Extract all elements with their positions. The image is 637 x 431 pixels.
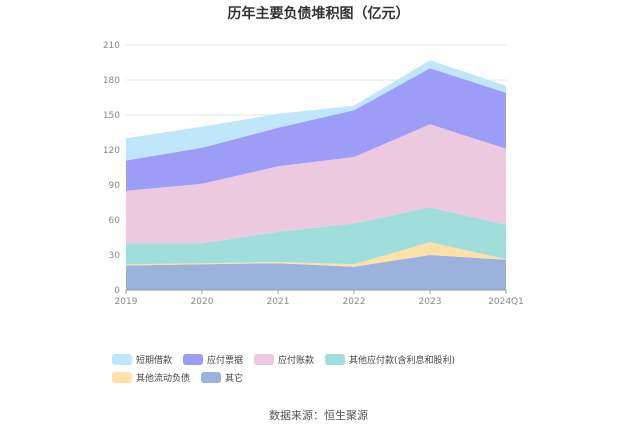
y-tick-label: 30	[109, 251, 121, 261]
legend-item[interactable]: 其他应付款(含利息和股利)	[325, 352, 455, 366]
area-series-应付账款	[126, 124, 506, 244]
x-tick-label: 2023	[419, 297, 442, 307]
y-tick-label: 120	[103, 146, 120, 156]
legend-label: 应付账款	[278, 355, 315, 366]
area-series-其他流动负债	[126, 242, 506, 267]
source-note: 数据来源：恒生聚源	[269, 409, 368, 422]
legend-swatch	[112, 371, 132, 383]
legend-item[interactable]: 应付票据	[183, 352, 243, 366]
legend-swatch	[325, 353, 346, 365]
area-series-其他应付款(含利息和股利)	[126, 207, 506, 265]
x-tick-label: 2021	[267, 297, 290, 307]
x-tick-label: 2022	[343, 297, 366, 307]
area-series-短期借款	[126, 60, 506, 161]
legend-item[interactable]: 短期借款	[112, 352, 172, 366]
y-tick-label: 60	[109, 216, 121, 226]
axes: 0 30 60 90 120 150 180 210 2019 2020 2021 2022 2023 2…	[103, 41, 524, 307]
legend-item[interactable]: 其他流动负债	[112, 370, 190, 384]
legend-label: 其他流动负债	[136, 373, 191, 384]
area-series	[126, 60, 506, 290]
legend-swatch	[201, 371, 222, 383]
x-tick-label: 2020	[191, 297, 214, 307]
x-tick-label: 2024Q1	[488, 297, 524, 307]
legend-label: 应付票据	[207, 355, 244, 366]
legend-label: 短期借款	[136, 355, 173, 366]
y-tick-label: 210	[103, 41, 120, 51]
legend-swatch	[254, 353, 275, 365]
legend: 短期借款 应付票据 应付账款 其他应付款(含利息和股利) 其他流动负债 其它	[112, 352, 552, 384]
y-tick-label: 180	[103, 76, 120, 86]
legend-item[interactable]: 其它	[201, 370, 243, 384]
y-tick-label: 0	[114, 286, 120, 296]
legend-item[interactable]: 应付账款	[254, 352, 314, 366]
legend-label: 其他应付款(含利息和股利)	[349, 355, 456, 366]
legend-label: 其它	[225, 373, 244, 384]
chart-title: 历年主要负债堆积图（亿元）	[227, 6, 410, 22]
legend-swatch	[112, 353, 132, 365]
x-tick-label: 2019	[115, 297, 138, 307]
area-series-其它	[126, 255, 506, 290]
y-tick-label: 150	[103, 111, 120, 121]
y-tick-label: 90	[109, 181, 121, 191]
area-series-应付票据	[126, 68, 506, 191]
legend-swatch	[183, 353, 204, 365]
